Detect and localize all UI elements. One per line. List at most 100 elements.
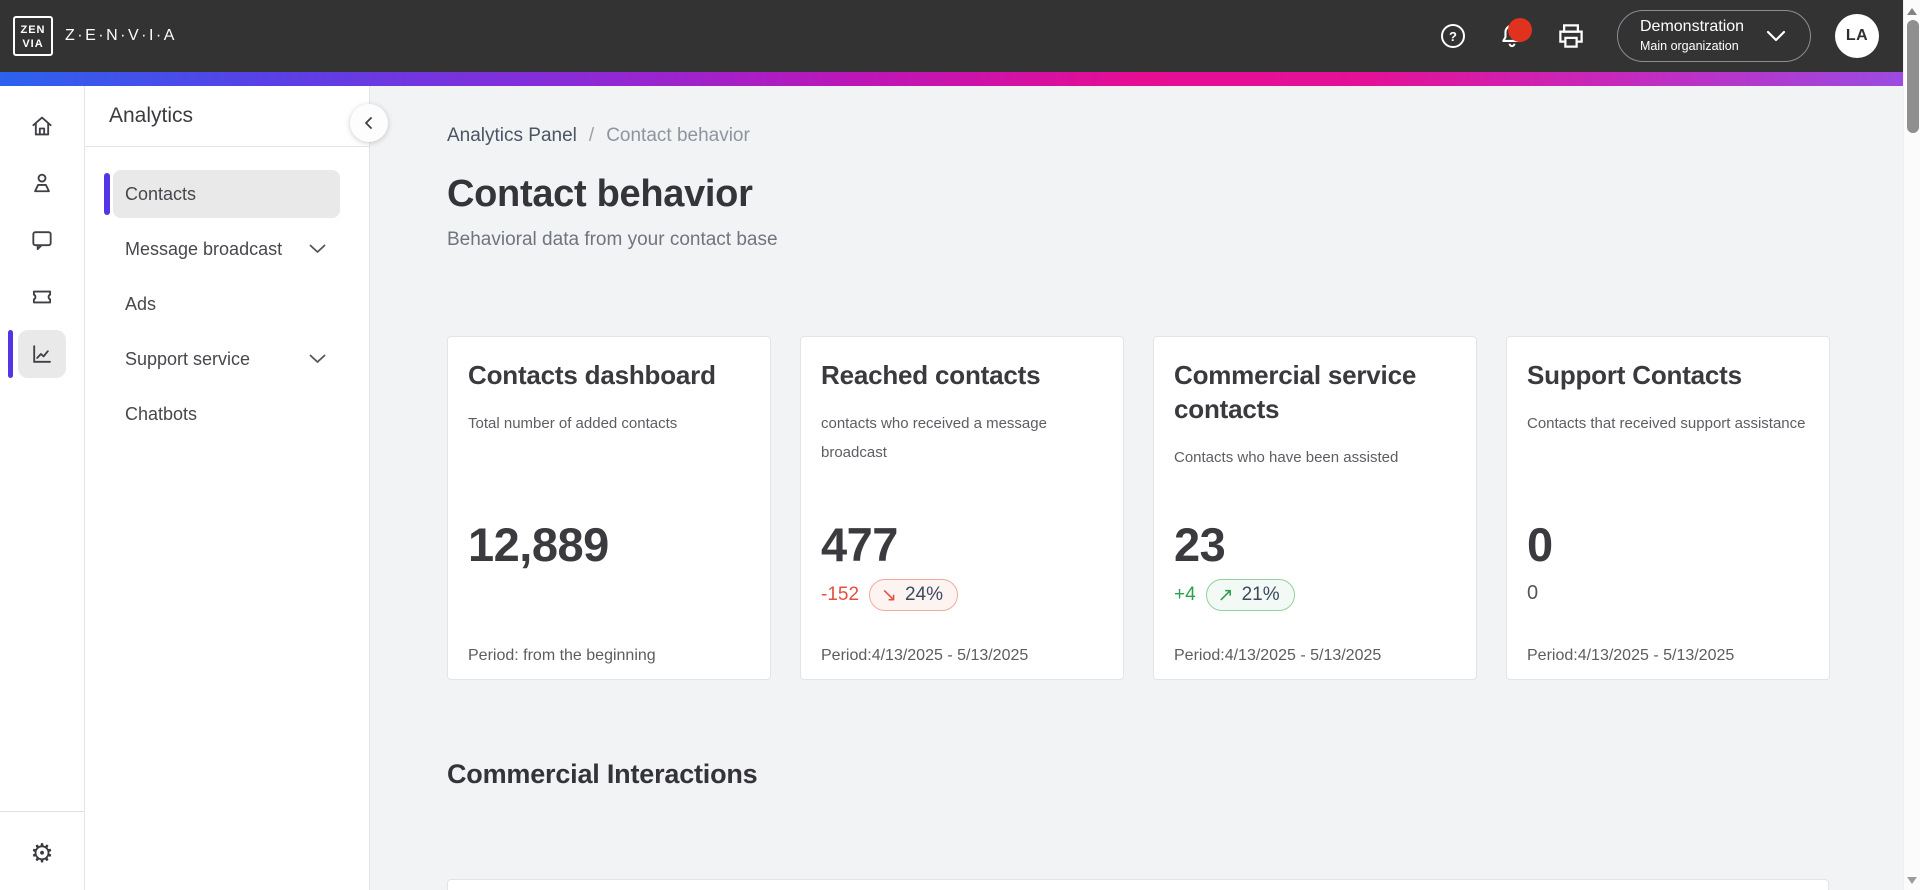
sidebar-item-label: Support service xyxy=(125,348,251,369)
person-icon xyxy=(34,173,50,193)
card-number-area: 0 0 xyxy=(1527,521,1809,605)
card-description: Total number of added contacts xyxy=(468,414,678,432)
organization-sub: Main organization xyxy=(1640,39,1739,54)
sidebar-item-contacts[interactable]: Contacts xyxy=(104,170,340,218)
chevron-down-icon xyxy=(1766,30,1786,42)
trend-badge: ↘ 24% xyxy=(869,579,958,611)
scrollbar-thumb[interactable] xyxy=(1906,20,1919,133)
card-period: Period: from the beginning xyxy=(468,647,656,664)
rail-item-analytics[interactable] xyxy=(8,330,66,378)
scroll-up-arrow[interactable] xyxy=(1907,8,1917,15)
card-number-area: 477 -152 ↘ 24% xyxy=(821,521,1103,612)
breadcrumb: Analytics Panel / Contact behavior xyxy=(447,125,1903,147)
card-reached-contacts: Reached contacts contacts who received a… xyxy=(800,336,1124,680)
app-body: ⚙ Analytics Contacts Message broadcast A… xyxy=(0,86,1903,890)
card-support-contacts: Support Contacts Contacts that received … xyxy=(1506,336,1830,680)
trend-badge: ↗ 21% xyxy=(1205,579,1295,611)
card-period: Period:4/13/2025 - 5/13/2025 xyxy=(1527,647,1735,664)
card-title: Contacts dashboard xyxy=(468,360,716,390)
section-heading-commercial-interactions: Commercial Interactions xyxy=(447,759,758,789)
sidebar-item-label: Ads xyxy=(125,293,157,314)
card-delta-row: -152 ↘ 24% xyxy=(821,578,1103,612)
sidebar-collapse-button[interactable] xyxy=(350,104,388,142)
trend-down-icon: ↘ xyxy=(881,584,897,606)
home-icon xyxy=(32,116,52,136)
page-scrollbar[interactable] xyxy=(1903,0,1920,890)
chevron-down-icon xyxy=(309,244,328,254)
breadcrumb-parent-link[interactable]: Analytics Panel xyxy=(447,125,577,146)
rail-item-home[interactable] xyxy=(18,102,66,150)
brand-wordmark: Z·E·N·V·I·A xyxy=(65,27,177,44)
card-number-area: 23 +4 ↗ 21% xyxy=(1174,521,1456,612)
chat-icon xyxy=(32,231,52,251)
chevron-down-icon xyxy=(309,354,328,364)
card-title: Reached contacts xyxy=(821,360,1041,390)
help-icon: ? xyxy=(1441,24,1465,48)
delta-value: +4 xyxy=(1174,584,1196,605)
card-delta-row: +4 ↗ 21% xyxy=(1174,578,1456,612)
sidebar-nav: Contacts Message broadcast Ads Support s… xyxy=(85,147,369,438)
scroll-down-arrow[interactable] xyxy=(1907,877,1917,884)
user-avatar[interactable]: LA xyxy=(1835,14,1879,58)
card-secondary-value: 0 xyxy=(1527,582,1539,604)
notification-badge xyxy=(1508,18,1532,42)
zenvia-logo[interactable]: ZEN VIA Z·E·N·V·I·A xyxy=(13,16,177,56)
trend-percent: 24% xyxy=(904,584,943,605)
top-header: ZEN VIA Z·E·N·V·I·A ? xyxy=(0,0,1903,72)
organization-selector[interactable]: Demonstration Main organization xyxy=(1617,10,1811,62)
card-number-area: 12,889 xyxy=(468,521,750,568)
main-content: Analytics Panel / Contact behavior Conta… xyxy=(370,86,1903,890)
brand-gradient-bar xyxy=(0,72,1903,86)
delta-value: -152 xyxy=(821,584,860,605)
card-period: Period:4/13/2025 - 5/13/2025 xyxy=(821,647,1029,664)
settings-button[interactable]: ⚙ xyxy=(18,829,66,877)
card-description: contacts who received a message broadcas… xyxy=(821,414,1047,462)
card-value: 23 xyxy=(1174,518,1226,571)
rail-item-campaigns[interactable] xyxy=(18,273,66,321)
card-title: Commercial service contacts xyxy=(1174,360,1417,424)
sidebar-item-label: Contacts xyxy=(125,183,197,204)
icon-rail: ⚙ xyxy=(0,86,85,890)
commercial-interactions-card xyxy=(447,879,1829,890)
header-actions: ? Demonstration Main organization xyxy=(1414,10,1879,62)
page-title: Contact behavior xyxy=(447,173,753,215)
gear-icon: ⚙ xyxy=(30,838,54,868)
breadcrumb-separator: / xyxy=(588,125,595,146)
print-button[interactable] xyxy=(1551,16,1591,56)
card-contacts-dashboard: Contacts dashboard Total number of added… xyxy=(447,336,771,680)
organization-labels: Demonstration Main organization xyxy=(1640,17,1744,55)
analytics-sidebar: Analytics Contacts Message broadcast Ads… xyxy=(85,86,388,890)
card-commercial-service-contacts: Commercial service contacts Contacts who… xyxy=(1153,336,1477,680)
trend-up-icon: ↗ xyxy=(1217,584,1234,606)
card-period: Period:4/13/2025 - 5/13/2025 xyxy=(1174,647,1382,664)
rail-item-contacts[interactable] xyxy=(18,159,66,207)
card-description: Contacts that received support assistanc… xyxy=(1527,414,1806,432)
zenvia-logo-icon: ZEN VIA xyxy=(13,16,53,56)
page-subtitle: Behavioral data from your contact base xyxy=(447,229,778,250)
sidebar-item-ads[interactable]: Ads xyxy=(113,280,340,328)
sidebar-item-label: Chatbots xyxy=(125,403,198,424)
sidebar-item-message-broadcast[interactable]: Message broadcast xyxy=(113,225,340,273)
sidebar-item-label: Message broadcast xyxy=(125,238,283,259)
metric-cards-row: Contacts dashboard Total number of added… xyxy=(447,336,1903,680)
sidebar-title: Analytics xyxy=(109,104,194,127)
breadcrumb-current: Contact behavior xyxy=(606,125,750,146)
rail-item-messages[interactable] xyxy=(18,216,66,264)
printer-icon xyxy=(1559,24,1583,48)
notifications-button[interactable] xyxy=(1492,16,1532,56)
chevron-left-icon xyxy=(365,117,372,129)
svg-text:VIA: VIA xyxy=(22,38,43,50)
chart-icon xyxy=(33,345,51,363)
trend-percent: 21% xyxy=(1241,584,1280,605)
help-button[interactable]: ? xyxy=(1433,16,1473,56)
organization-name: Demonstration xyxy=(1640,18,1745,36)
ticket-icon xyxy=(32,290,52,304)
rail-divider xyxy=(0,811,84,812)
card-value: 477 xyxy=(821,518,898,571)
sidebar-header: Analytics xyxy=(85,86,369,147)
card-description: Contacts who have been assisted xyxy=(1174,448,1399,466)
sidebar-item-support-service[interactable]: Support service xyxy=(113,335,340,383)
card-value: 0 xyxy=(1527,518,1553,571)
svg-text:ZEN: ZEN xyxy=(21,24,46,36)
sidebar-item-chatbots[interactable]: Chatbots xyxy=(113,390,340,438)
